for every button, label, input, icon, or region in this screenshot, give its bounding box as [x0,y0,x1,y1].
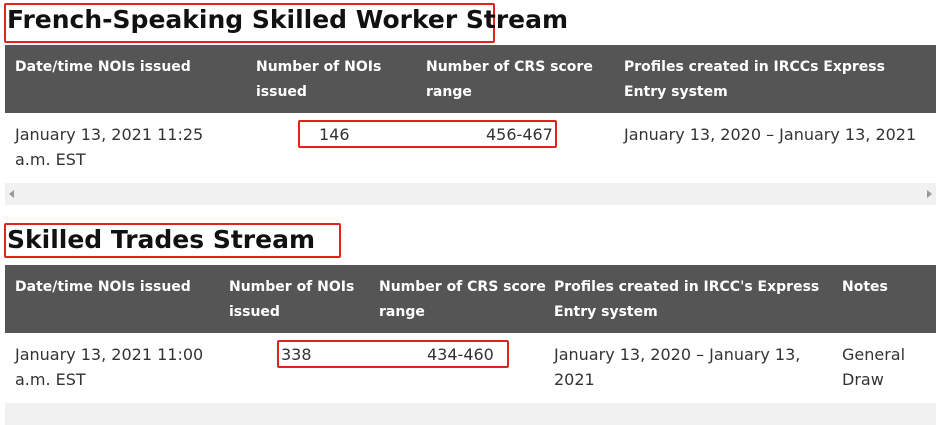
header-cell: Profiles created in IRCC's Express Entry… [554,279,820,320]
highlight-box [4,223,341,258]
table-cell: 456-467 [486,125,553,144]
table-cell: January 13, 2021 11:25 a.m. EST [15,125,204,169]
header-cell: Number of CRS score range [426,59,593,100]
table-cell: January 13, 2020 – January 13, 2021 [554,345,801,389]
table-header: Date/time NOIs issued Number of NOIs iss… [5,45,936,113]
section-title: Skilled Trades Stream [7,225,315,254]
table-cell: 338 [281,345,312,364]
table-header: Date/time NOIs issued Number of NOIs iss… [5,265,936,333]
highlight-box [298,120,557,148]
scroll-right[interactable] [927,190,932,198]
table-cell: January 13, 2021 11:00 a.m. EST [15,345,204,389]
header-cell: Date/time NOIs issued [15,59,191,75]
table-cell: January 13, 2020 – January 13, 2021 [624,125,917,144]
header-cell: Profiles created in IRCCs Express Entry … [624,59,885,100]
table-cell: General Draw [842,345,906,389]
highlight-box [277,340,509,368]
header-cell: Number of NOIs issued [256,59,382,100]
header-cell: Number of NOIs issued [229,279,355,320]
header-cell: Number of CRS score range [379,279,546,320]
header-cell: Notes [842,279,888,295]
scroll-left[interactable] [9,190,14,198]
highlight-box [4,3,495,43]
table-cell: 434-460 [427,345,494,364]
section-title: French-Speaking Skilled Worker Stream [7,5,569,34]
table-cell: 146 [319,125,350,144]
page: French-Speaking Skilled Worker Stream Da… [4,3,936,425]
scrollbar[interactable] [5,183,936,205]
header-cell: Date/time NOIs issued [15,279,191,295]
scrollbar[interactable] [5,403,936,425]
